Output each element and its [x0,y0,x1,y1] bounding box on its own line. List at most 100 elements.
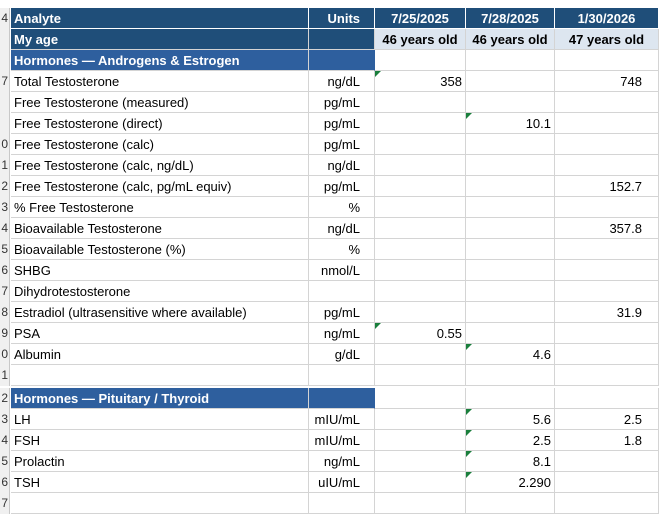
analyte-cell[interactable]: Free Testosterone (measured) [11,92,309,113]
value-cell-7-28-2025[interactable] [466,323,555,344]
value-cell-7-28-2025[interactable] [466,197,555,218]
value-cell-1-30-2026[interactable] [555,323,659,344]
value-cell-7-25-2025[interactable] [375,218,466,239]
unit-cell[interactable]: ng/dL [309,71,375,92]
analyte-cell[interactable]: LH [11,409,309,430]
analyte-cell[interactable]: Bioavailable Testosterone [11,218,309,239]
value-cell-1-30-2026[interactable] [555,113,659,134]
analyte-cell[interactable]: Albumin [11,344,309,365]
row-header[interactable]: 4 [0,8,10,29]
row-header[interactable]: 1 [0,365,10,386]
value-cell-7-28-2025[interactable]: 5.6 [466,409,555,430]
value-cell-7-25-2025[interactable] [375,134,466,155]
analyte-cell[interactable] [11,365,309,386]
row-header[interactable] [0,92,10,113]
value-cell-1-30-2026[interactable]: 357.8 [555,218,659,239]
value-cell-7-28-2025[interactable] [466,493,555,514]
analyte-cell[interactable] [11,493,309,514]
value-cell-7-25-2025[interactable] [375,239,466,260]
value-cell-7-25-2025[interactable] [375,155,466,176]
value-cell-7-25-2025[interactable] [375,472,466,493]
value-cell-7-28-2025[interactable]: 4.6 [466,344,555,365]
value-cell-1-30-2026[interactable]: 31.9 [555,302,659,323]
value-cell-7-28-2025[interactable] [466,71,555,92]
age-cell-1[interactable]: 46 years old [375,29,466,50]
age-label-cell[interactable]: My age [11,29,309,50]
value-cell-1-30-2026[interactable] [555,451,659,472]
row-header[interactable]: 4 [0,430,10,451]
value-cell-1-30-2026[interactable] [555,493,659,514]
analyte-cell[interactable]: % Free Testosterone [11,197,309,218]
value-cell-7-25-2025[interactable] [375,344,466,365]
row-header[interactable]: 8 [0,302,10,323]
unit-cell[interactable]: ng/mL [309,323,375,344]
analyte-cell[interactable]: Dihydrotestosterone [11,281,309,302]
analyte-cell[interactable]: TSH [11,472,309,493]
analyte-cell[interactable]: Prolactin [11,451,309,472]
unit-cell[interactable] [309,365,375,386]
value-cell-7-25-2025[interactable] [375,176,466,197]
empty-cell[interactable] [375,388,466,409]
value-cell-1-30-2026[interactable]: 2.5 [555,409,659,430]
date-header-cell-3[interactable]: 1/30/2026 [555,8,659,29]
value-cell-1-30-2026[interactable] [555,155,659,176]
unit-cell[interactable]: pg/mL [309,302,375,323]
age-cell-2[interactable]: 46 years old [466,29,555,50]
row-header[interactable]: 6 [0,260,10,281]
row-header[interactable]: 0 [0,134,10,155]
date-header-cell-2[interactable]: 7/28/2025 [466,8,555,29]
empty-cell[interactable] [466,388,555,409]
value-cell-1-30-2026[interactable]: 748 [555,71,659,92]
row-header[interactable]: 7 [0,71,10,92]
value-cell-7-28-2025[interactable] [466,239,555,260]
analyte-cell[interactable]: Free Testosterone (direct) [11,113,309,134]
row-header[interactable] [0,113,10,134]
unit-cell[interactable]: % [309,197,375,218]
value-cell-1-30-2026[interactable] [555,197,659,218]
analyte-cell[interactable]: SHBG [11,260,309,281]
unit-cell[interactable]: ng/mL [309,451,375,472]
empty-cell[interactable] [555,388,659,409]
row-header[interactable]: 5 [0,239,10,260]
value-cell-1-30-2026[interactable] [555,92,659,113]
section-title-spill-cell[interactable] [309,50,375,71]
value-cell-7-28-2025[interactable]: 8.1 [466,451,555,472]
value-cell-7-28-2025[interactable] [466,176,555,197]
row-header[interactable]: 5 [0,451,10,472]
value-cell-7-25-2025[interactable] [375,365,466,386]
value-cell-7-25-2025[interactable] [375,281,466,302]
analyte-header-cell[interactable]: Analyte [11,8,309,29]
value-cell-7-28-2025[interactable]: 2.5 [466,430,555,451]
unit-cell[interactable]: % [309,239,375,260]
value-cell-1-30-2026[interactable] [555,260,659,281]
analyte-cell[interactable]: Free Testosterone (calc, ng/dL) [11,155,309,176]
unit-cell[interactable] [309,281,375,302]
value-cell-7-28-2025[interactable]: 2.290 [466,472,555,493]
analyte-cell[interactable]: Estradiol (ultrasensitive where availabl… [11,302,309,323]
empty-cell[interactable] [466,50,555,71]
units-header-cell[interactable]: Units [309,8,375,29]
age-cell-3[interactable]: 47 years old [555,29,659,50]
value-cell-1-30-2026[interactable] [555,344,659,365]
row-header[interactable] [0,29,10,50]
value-cell-7-25-2025[interactable] [375,409,466,430]
row-header[interactable]: 3 [0,197,10,218]
unit-cell[interactable]: mIU/mL [309,409,375,430]
date-header-cell-1[interactable]: 7/25/2025 [375,8,466,29]
analyte-cell[interactable]: Free Testosterone (calc, pg/mL equiv) [11,176,309,197]
value-cell-7-28-2025[interactable] [466,92,555,113]
value-cell-7-28-2025[interactable] [466,365,555,386]
unit-cell[interactable]: g/dL [309,344,375,365]
value-cell-7-25-2025[interactable] [375,260,466,281]
unit-cell[interactable] [309,493,375,514]
row-header[interactable]: 9 [0,323,10,344]
row-header[interactable]: 7 [0,281,10,302]
value-cell-1-30-2026[interactable] [555,239,659,260]
row-header[interactable]: 2 [0,176,10,197]
row-header[interactable]: 3 [0,409,10,430]
unit-cell[interactable]: mIU/mL [309,430,375,451]
age-units-cell[interactable] [309,29,375,50]
value-cell-7-28-2025[interactable] [466,281,555,302]
section-title-cell[interactable]: Hormones — Androgens & Estrogen [11,50,309,71]
row-header[interactable]: 7 [0,493,10,514]
